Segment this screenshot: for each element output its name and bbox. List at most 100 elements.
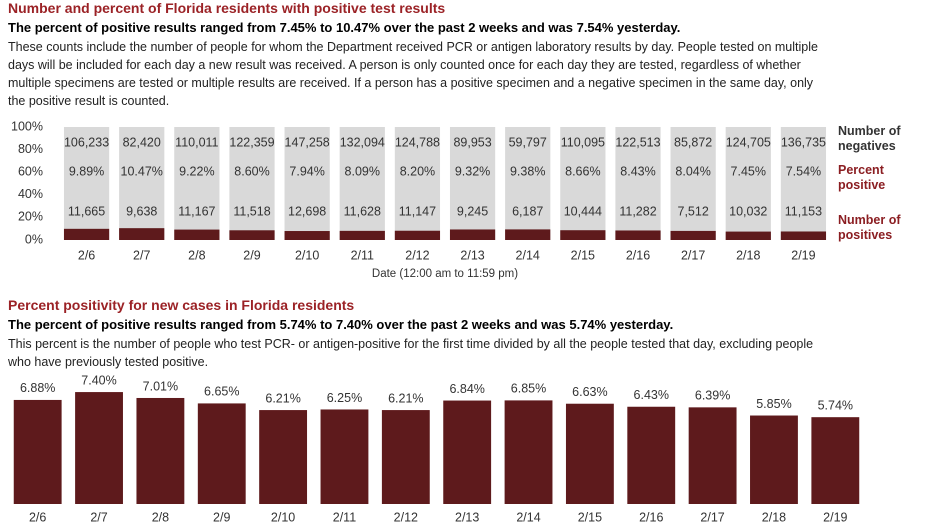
legend-entry: Number of positives: [838, 213, 901, 242]
x-tick-label: 2/11: [351, 248, 374, 262]
x-tick-label: 2/15: [578, 510, 602, 524]
x-tick-label: 2/9: [213, 510, 230, 524]
bar: [688, 407, 737, 504]
value-label: 6.25%: [327, 391, 362, 405]
y-tick-label: 0%: [25, 232, 43, 246]
negatives-bar: [780, 127, 827, 240]
negatives-bar: [615, 127, 661, 240]
negatives-bar: [284, 127, 330, 240]
value-label: 147,258: [285, 135, 330, 149]
value-label: 7.45%: [731, 164, 766, 178]
value-label: 11,153: [785, 204, 822, 218]
bar: [13, 399, 62, 504]
value-label: 7.54%: [786, 164, 821, 178]
value-label: 10,032: [729, 204, 767, 218]
bar: [504, 400, 553, 504]
y-tick-label: 60%: [18, 164, 43, 178]
positive-bar: [505, 229, 551, 240]
value-label: 8.60%: [234, 164, 269, 178]
value-label: 6.65%: [204, 385, 239, 399]
negatives-bar: [560, 127, 606, 240]
value-label: 11,167: [178, 204, 215, 218]
value-label: 122,359: [229, 135, 274, 149]
bar: [811, 417, 860, 504]
value-label: 11,282: [619, 204, 656, 218]
value-label: 110,011: [175, 135, 218, 149]
chart-title: Number and percent of Florida residents …: [8, 0, 446, 16]
value-label: 11,665: [68, 204, 105, 218]
bar: [75, 392, 123, 504]
x-tick-label: 2/12: [405, 248, 429, 262]
value-label: 11,147: [399, 204, 436, 218]
positive-bar: [449, 229, 496, 240]
value-label: 8.43%: [620, 164, 655, 178]
negatives-bar: [725, 127, 771, 240]
value-label: 6.21%: [265, 391, 300, 405]
value-label: 6.88%: [20, 381, 55, 395]
legend-entry: Percent positive: [838, 163, 886, 192]
x-tick-label: 2/10: [295, 248, 319, 262]
chart-description: This percent is the number of people who…: [8, 337, 814, 369]
value-label: 124,788: [395, 135, 440, 149]
value-label: 5.85%: [756, 397, 791, 411]
value-label: 9.89%: [69, 164, 104, 178]
value-label: 9.22%: [179, 164, 214, 178]
chart-subtitle: The percent of positive results ranged f…: [8, 20, 681, 35]
chart-title: Percent positivity for new cases in Flor…: [8, 297, 355, 313]
value-label: 10.47%: [121, 164, 163, 178]
x-tick-label: 2/17: [681, 248, 705, 262]
y-tick-label: 80%: [18, 142, 43, 156]
x-tick-label: 2/8: [188, 248, 205, 262]
value-label: 11,518: [233, 204, 270, 218]
x-tick-label: 2/18: [762, 510, 786, 524]
x-tick-label: 2/14: [516, 510, 540, 524]
negatives-bar: [174, 127, 220, 240]
value-label: 6.39%: [695, 389, 730, 403]
negatives-bar: [394, 127, 441, 240]
bar: [136, 397, 185, 504]
value-label: 106,233: [64, 135, 109, 149]
bar: [443, 400, 492, 504]
x-tick-label: 2/17: [700, 510, 724, 524]
legend-entry: Number of negatives: [838, 124, 901, 153]
x-tick-label: 2/18: [736, 248, 760, 262]
x-tick-label: 2/12: [394, 510, 418, 524]
x-tick-label: 2/6: [29, 510, 46, 524]
negatives-bar: [505, 127, 551, 240]
positive-bar: [780, 231, 827, 240]
x-tick-label: 2/8: [152, 510, 169, 524]
bar: [259, 410, 308, 504]
value-label: 7.94%: [289, 164, 324, 178]
negatives-bar: [449, 127, 496, 240]
value-label: 10,444: [564, 204, 602, 218]
x-tick-label: 2/19: [791, 248, 815, 262]
value-label: 12,698: [288, 204, 326, 218]
value-label: 8.20%: [400, 164, 435, 178]
x-tick-label: 2/15: [571, 248, 595, 262]
value-label: 132,094: [340, 135, 385, 149]
value-label: 122,513: [615, 135, 660, 149]
x-axis-title: Date (12:00 am to 11:59 pm): [372, 268, 518, 280]
value-label: 11,628: [344, 204, 381, 218]
x-tick-label: 2/16: [639, 510, 663, 524]
x-tick-label: 2/16: [626, 248, 650, 262]
bar: [627, 406, 676, 504]
y-tick-label: 100%: [11, 119, 43, 133]
value-label: 6,187: [512, 204, 543, 218]
value-label: 7.40%: [81, 373, 116, 387]
negatives-bar: [119, 127, 165, 240]
value-label: 59,797: [509, 135, 547, 149]
x-tick-label: 2/13: [460, 248, 484, 262]
value-label: 136,735: [781, 135, 826, 149]
value-label: 6.63%: [572, 385, 607, 399]
value-label: 9.32%: [455, 164, 490, 178]
positive-bar: [725, 231, 771, 240]
negatives-bar: [339, 127, 385, 240]
positive-bar: [615, 230, 661, 240]
x-tick-label: 2/11: [333, 510, 356, 524]
value-label: 6.43%: [634, 388, 669, 402]
value-label: 6.85%: [511, 382, 546, 396]
x-tick-label: 2/7: [133, 248, 150, 262]
x-tick-label: 2/10: [271, 510, 295, 524]
